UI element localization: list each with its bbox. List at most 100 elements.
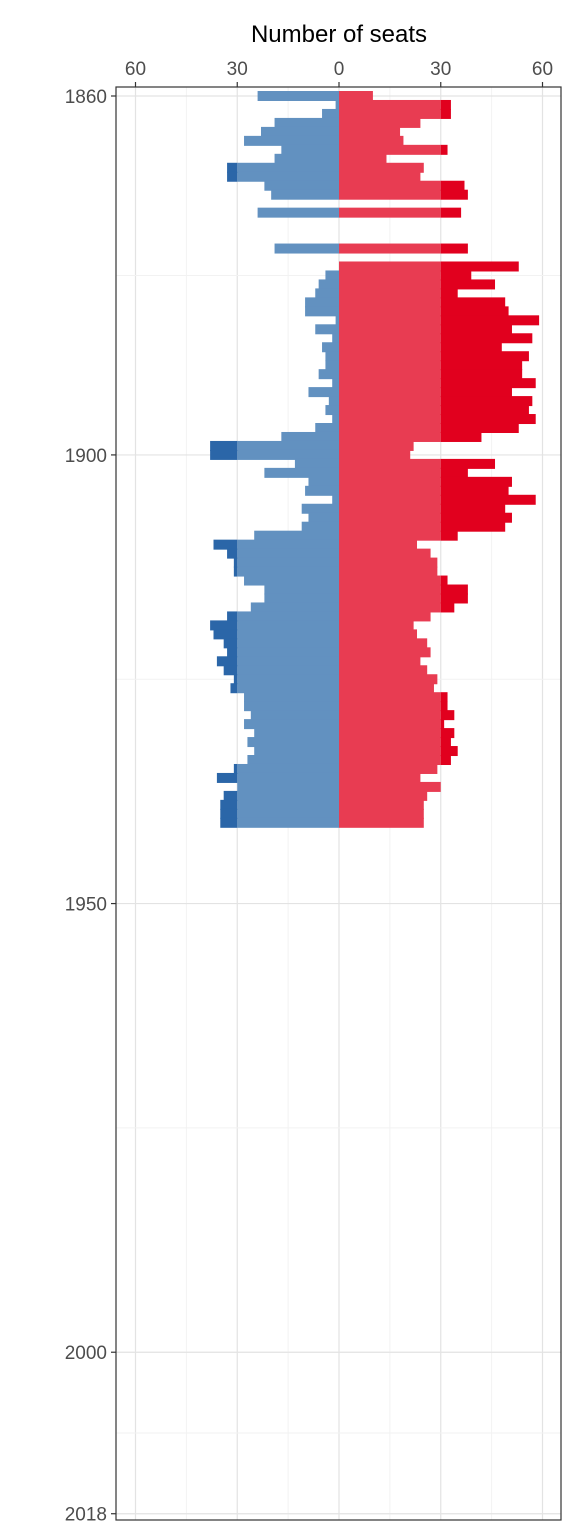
bar-left-excess-1924 [223,665,238,676]
bar-right-1920 [339,629,418,640]
bar-right-excess-1880 [440,270,472,281]
bar-right-1923 [339,656,421,667]
bar-left-1880 [325,270,339,281]
bar-right-1870 [339,180,441,191]
bar-left-1939 [237,799,339,810]
bar-left-1900 [237,449,339,460]
bar-left-excess-1913 [233,566,238,577]
x-tick-label: 60 [532,59,553,80]
bar-right-1893 [339,387,441,398]
bar-left-1871 [271,189,339,200]
bar-left-1870 [264,180,339,191]
bar-right-1908 [339,521,441,532]
bar-right-excess-1896 [440,414,536,425]
bar-right-excess-1862 [440,108,451,119]
bar-left-1890 [325,360,339,371]
bar-right-1867 [339,153,387,164]
bar-left-1894 [328,396,339,407]
bar-left-1899 [237,440,339,451]
bar-right-excess-1931 [440,728,455,739]
bar-left-1928 [244,701,339,712]
bar-right-excess-1930 [440,719,445,730]
bar-left-excess-1936 [216,772,238,783]
y-tick-label: 1950 [65,895,107,916]
bar-right-1934 [339,755,441,766]
bar-left-excess-1921 [223,638,238,649]
bar-right-1913 [339,566,438,577]
bar-left-1929 [250,710,339,721]
bar-right-excess-1891 [440,369,523,380]
bar-left-excess-1899 [210,440,238,451]
bar-right-1919 [339,620,414,631]
bar-right-1902 [339,467,441,478]
bar-left-1930 [244,719,339,730]
bar-left-1895 [325,405,339,416]
bar-left-1902 [264,467,339,478]
bar-left-excess-1922 [227,647,238,658]
bar-right-excess-1929 [440,710,455,721]
bar-right-1886 [339,324,441,335]
bar-left-1938 [237,790,339,801]
bar-left-1886 [315,324,339,335]
bar-right-excess-1908 [440,521,506,532]
bar-right-1891 [339,369,441,380]
bar-right-1930 [339,719,441,730]
bar-left-1924 [237,665,339,676]
bar-left-excess-1923 [216,656,238,667]
bar-left-1887 [332,333,339,344]
bar-right-1937 [339,781,441,792]
bar-right-1904 [339,485,441,496]
bar-left-1873 [257,207,339,218]
x-axis-title: Number of seats [251,21,427,48]
bar-right-excess-1873 [440,207,462,218]
bar-right-1863 [339,117,421,128]
bar-left-1906 [301,503,339,514]
y-axis: 1860 1900 1950 2000 2018 [65,87,116,1526]
bar-right-excess-1894 [440,396,533,407]
bar-right-1909 [339,530,441,541]
bar-left-excess-1940 [220,808,238,819]
bar-right-1881 [339,279,441,290]
bar-right-1900 [339,449,411,460]
bar-right-1916 [339,593,441,604]
bar-left-excess-1900 [210,449,238,460]
bar-right-1926 [339,683,434,694]
bar-left-1908 [301,521,339,532]
bar-right-1862 [339,108,441,119]
bar-left-1888 [322,342,339,353]
bar-left-1885 [335,315,339,326]
bar-left-1884 [305,306,339,317]
bar-right-1928 [339,701,441,712]
bar-left-1883 [305,297,339,308]
bar-right-1864 [339,126,401,137]
bar-left-1904 [305,485,339,496]
bar-left-excess-1926 [230,683,238,694]
y-tick-label: 2018 [65,1505,107,1526]
bar-right-1917 [339,602,441,613]
bar-right-1927 [339,692,441,703]
bar-right-1915 [339,584,441,595]
bar-left-1910 [237,539,339,550]
bar-right-excess-1917 [440,602,455,613]
bar-right-1924 [339,665,428,676]
bar-right-excess-1866 [440,144,448,155]
bar-left-1882 [315,288,339,299]
bar-left-1935 [237,763,339,774]
bar-right-excess-1888 [440,342,502,353]
bar-left-1893 [308,387,339,398]
bar-right-1922 [339,647,431,658]
bar-right-1888 [339,342,441,353]
bar-left-1919 [237,620,339,631]
bar-left-1862 [322,108,339,119]
bar-left-excess-1935 [233,763,238,774]
bar-left-1909 [254,530,339,541]
bar-left-1869 [237,171,339,182]
bar-left-1918 [237,611,339,622]
bar-left-1861 [335,99,339,110]
bar-right-1911 [339,548,431,559]
bar-left-1905 [332,494,339,505]
bar-right-1932 [339,737,441,748]
bar-right-1869 [339,171,421,182]
bar-right-1879 [339,261,441,272]
